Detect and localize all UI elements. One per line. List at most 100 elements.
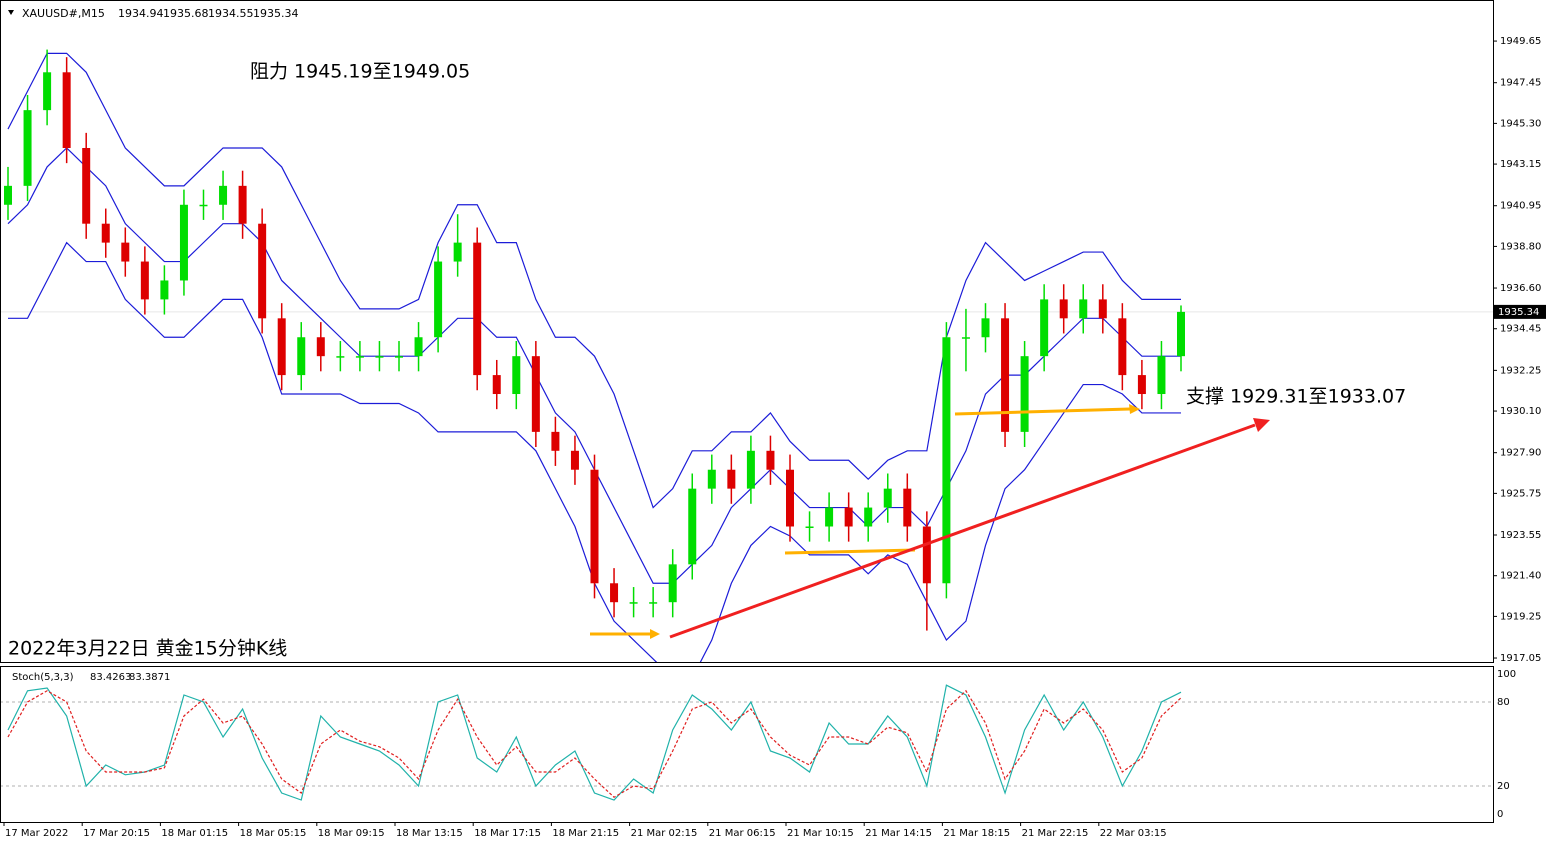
candle-body (1177, 311, 1185, 357)
y-tick-label: 1938.80 (1500, 241, 1541, 252)
candle-body (610, 583, 619, 603)
candle-body (258, 223, 267, 319)
last-price-label: 1935.34 (1498, 307, 1539, 318)
candle-body (1118, 318, 1127, 376)
symbol: XAUUSD#,M15 (22, 7, 105, 20)
candle-body (160, 280, 169, 300)
stoch-d-line (7, 689, 1182, 798)
stoch-tick-label: 100 (1497, 669, 1516, 680)
candle-body (590, 469, 599, 584)
candle-body (961, 337, 970, 339)
y-tick-label: 1932.25 (1500, 365, 1541, 376)
main-plot (1, 49, 1493, 662)
stoch-tick-label: 20 (1497, 781, 1510, 792)
stoch-plot (1, 684, 1493, 801)
candle-body (62, 72, 71, 148)
x-tick-label: 21 Mar 02:15 (631, 828, 698, 839)
main-frame (0, 0, 1494, 663)
candle-body (238, 185, 247, 224)
resistance-note: 阻力 1945.19至1949.05 (250, 61, 470, 83)
candle-body (825, 507, 834, 527)
x-tick-label: 18 Mar 05:15 (240, 828, 307, 839)
x-tick-label: 21 Mar 14:15 (865, 828, 932, 839)
candle-body (844, 507, 853, 527)
candle-body (121, 242, 130, 262)
menu-icon (8, 10, 14, 15)
stoch-tick-label: 0 (1497, 809, 1503, 820)
candle-body (140, 261, 149, 300)
candle-body (668, 564, 677, 603)
axes: 1917.05 1919.25 1921.40 1923.55 1925.75 1927.… (3, 36, 1546, 839)
candle-body (375, 356, 384, 358)
y-tick-label: 1930.10 (1500, 406, 1541, 417)
candle-body (316, 337, 325, 357)
candle-body (1001, 318, 1010, 432)
ohlc-open: 1934.94 (118, 7, 164, 20)
candle-body (414, 337, 423, 357)
candle-body (1098, 299, 1107, 319)
y-tick-label: 1936.60 (1500, 283, 1541, 294)
candle-body (355, 356, 364, 358)
sub-frame (0, 666, 1494, 823)
ohlc-low: 1934.55 (208, 7, 254, 20)
x-tick-label: 21 Mar 22:15 (1022, 828, 1089, 839)
candle-body (512, 356, 521, 395)
candle-body (473, 242, 482, 376)
x-tick-label: 21 Mar 06:15 (709, 828, 776, 839)
x-tick-label: 18 Mar 21:15 (552, 828, 619, 839)
candle-body (688, 488, 697, 565)
y-tick-label: 1927.90 (1500, 448, 1541, 459)
candle-body (1020, 356, 1029, 432)
candle-body (179, 204, 188, 281)
candle-body (1137, 375, 1146, 395)
y-tick-label: 1919.25 (1500, 611, 1541, 622)
x-tick-label: 22 Mar 03:15 (1100, 828, 1167, 839)
candle-body (707, 469, 716, 489)
stoch-name: Stoch(5,3,3) (12, 672, 74, 683)
candle-body (551, 431, 560, 451)
candle-body (82, 147, 91, 224)
stoch-d: 83.3871 (129, 672, 170, 683)
y-tick-label: 1917.05 (1500, 653, 1541, 664)
x-tick-label: 21 Mar 10:15 (787, 828, 854, 839)
candle-body (1040, 299, 1049, 357)
candle-body (942, 337, 951, 584)
candle-body (570, 450, 579, 470)
candle-body (277, 318, 286, 376)
arrow-head (1129, 404, 1140, 414)
candle-body (199, 204, 208, 207)
stoch-k: 83.4263 (90, 672, 131, 683)
last-price-box (1494, 304, 1546, 319)
arrow-head (1253, 418, 1270, 432)
candle-body (629, 602, 638, 604)
ohlc-close: 1935.34 (253, 7, 299, 20)
candle-body (4, 185, 12, 205)
candle-body (746, 450, 755, 489)
y-tick-label: 1921.40 (1500, 571, 1541, 582)
candle-body (1157, 356, 1166, 395)
candle-body (434, 261, 443, 338)
trend-line (669, 423, 1256, 639)
candle-body (727, 469, 736, 489)
candle-body (1079, 299, 1088, 319)
x-tick-label: 21 Mar 18:15 (943, 828, 1010, 839)
candle-body (101, 223, 110, 243)
candle-body (883, 488, 892, 508)
stoch-k-line (7, 684, 1182, 801)
candle-body (864, 507, 873, 527)
candle-body (649, 602, 658, 604)
candle-body (453, 242, 462, 262)
candle-body (297, 337, 306, 376)
x-tick-label: 18 Mar 17:15 (474, 828, 541, 839)
candle-body (922, 526, 931, 584)
drawn-lines (590, 404, 1270, 639)
ohlc-high: 1935.68 (163, 7, 209, 20)
caption: 2022年3月22日 黄金15分钟K线 (8, 638, 287, 660)
support-line (954, 407, 1131, 416)
candle-body (23, 110, 32, 186)
candle-body (903, 488, 912, 527)
y-tick-label: 1934.45 (1500, 324, 1541, 335)
y-tick-label: 1923.55 (1500, 530, 1541, 541)
